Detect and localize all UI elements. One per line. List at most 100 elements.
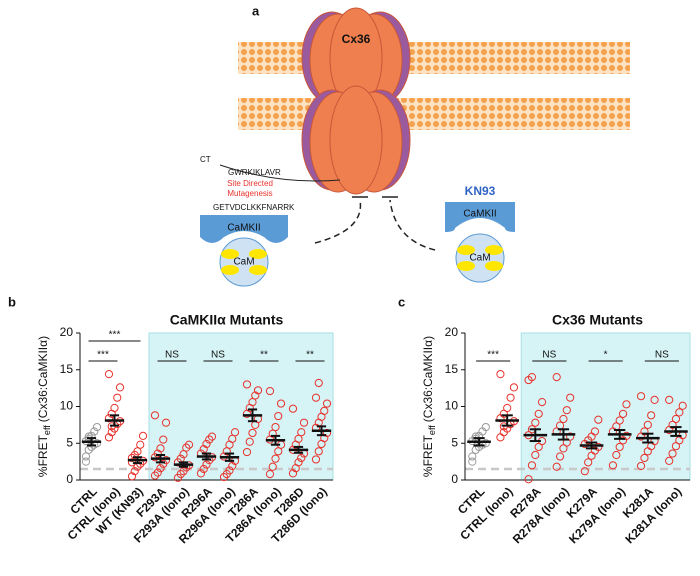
panel-label: a bbox=[252, 3, 260, 18]
data-point bbox=[113, 393, 122, 402]
data-point bbox=[531, 418, 540, 427]
data-point bbox=[534, 409, 543, 418]
data-point bbox=[274, 411, 283, 421]
kinase-shape bbox=[445, 202, 515, 232]
data-point bbox=[615, 416, 624, 425]
data-point bbox=[104, 433, 114, 442]
data-point bbox=[675, 408, 684, 417]
data-point bbox=[584, 458, 593, 467]
data-point bbox=[612, 450, 621, 460]
significance-label: *** bbox=[487, 350, 499, 361]
significance-label: ** bbox=[306, 350, 314, 361]
data-point bbox=[527, 461, 537, 470]
kinase-shape bbox=[200, 215, 288, 243]
y-tick-label: 0 bbox=[66, 472, 73, 486]
data-point bbox=[150, 411, 160, 420]
significance-label: *** bbox=[109, 330, 121, 341]
data-point bbox=[297, 453, 306, 463]
data-point bbox=[481, 422, 490, 432]
data-point bbox=[288, 469, 298, 478]
data-point bbox=[615, 442, 624, 452]
data-point bbox=[314, 378, 323, 388]
data-point bbox=[527, 373, 537, 382]
data-point bbox=[640, 427, 649, 436]
data-point bbox=[202, 460, 211, 469]
data-point bbox=[590, 427, 600, 436]
data-point bbox=[671, 414, 681, 424]
data-point bbox=[182, 443, 191, 452]
data-point bbox=[552, 373, 561, 382]
significance-label: NS bbox=[542, 350, 556, 361]
y-tick-label: 20 bbox=[445, 325, 459, 339]
chart-title: Cx36 Mutants bbox=[552, 312, 643, 328]
data-point bbox=[92, 422, 102, 432]
data-point bbox=[153, 449, 162, 458]
data-point bbox=[199, 464, 208, 474]
y-tick-label: 10 bbox=[60, 399, 74, 413]
data-point bbox=[84, 432, 93, 441]
data-point bbox=[156, 444, 165, 453]
data-point bbox=[253, 386, 263, 395]
data-point bbox=[647, 411, 656, 420]
data-point bbox=[481, 439, 490, 448]
y-tick-label: 15 bbox=[445, 362, 459, 376]
data-point bbox=[496, 433, 505, 442]
y-tick-label: 0 bbox=[451, 472, 458, 486]
data-point bbox=[196, 469, 206, 478]
data-point bbox=[537, 397, 547, 407]
data-point bbox=[251, 391, 260, 400]
chart-title: CaMKIIα Mutants bbox=[170, 312, 284, 328]
data-point bbox=[559, 414, 568, 424]
data-point bbox=[566, 393, 575, 402]
data-point bbox=[127, 472, 137, 481]
data-point bbox=[506, 393, 515, 402]
data-point bbox=[92, 439, 102, 448]
y-tick-label: 5 bbox=[451, 435, 458, 449]
data-point bbox=[503, 403, 512, 413]
data-point bbox=[136, 440, 145, 449]
data-point bbox=[531, 450, 540, 460]
channel-label: Cx36 bbox=[342, 32, 371, 46]
data-point bbox=[205, 435, 214, 444]
data-point bbox=[115, 383, 125, 392]
data-point bbox=[184, 440, 194, 449]
data-point bbox=[156, 464, 165, 473]
data-point bbox=[566, 432, 575, 441]
data-point bbox=[288, 404, 298, 413]
data-point bbox=[104, 370, 114, 379]
data-point bbox=[202, 439, 211, 449]
y-label-part: (Cx36:CaMKIIα) bbox=[36, 336, 50, 422]
significance-label: *** bbox=[97, 350, 109, 361]
data-point bbox=[594, 415, 603, 424]
data-point bbox=[322, 428, 332, 438]
sequence: GWRKIKLAVR bbox=[228, 168, 281, 177]
y-tick-label: 10 bbox=[445, 399, 459, 413]
data-point bbox=[580, 467, 589, 476]
membrane bbox=[238, 42, 630, 74]
y-label-part: eff bbox=[42, 425, 52, 435]
data-point bbox=[643, 420, 652, 429]
data-point bbox=[311, 455, 321, 464]
y-axis-label: %FRETeff (Cx36:CaMKIIα) bbox=[421, 336, 437, 477]
data-point bbox=[640, 453, 649, 463]
diagram: a Cx36 CT GWRKIKLAVR Site Directed Mutag… bbox=[200, 3, 630, 287]
data-point bbox=[622, 400, 631, 409]
y-tick-label: 5 bbox=[66, 435, 73, 449]
data-point bbox=[150, 471, 160, 480]
data-point bbox=[622, 431, 631, 440]
data-point bbox=[161, 418, 171, 427]
kinase-label: CaMKII bbox=[463, 209, 496, 220]
significance-label: NS bbox=[211, 350, 225, 361]
cam-label: CaM bbox=[469, 253, 490, 264]
data-point bbox=[176, 470, 185, 479]
data-point bbox=[524, 475, 533, 484]
data-point bbox=[153, 468, 162, 477]
annotation: Site Directed bbox=[227, 179, 273, 188]
data-point bbox=[268, 462, 277, 471]
data-point bbox=[265, 386, 275, 396]
inhibitor-label: KN93 bbox=[465, 184, 496, 198]
y-tick-label: 20 bbox=[60, 325, 74, 339]
data-point bbox=[636, 461, 646, 471]
data-point bbox=[618, 409, 628, 418]
